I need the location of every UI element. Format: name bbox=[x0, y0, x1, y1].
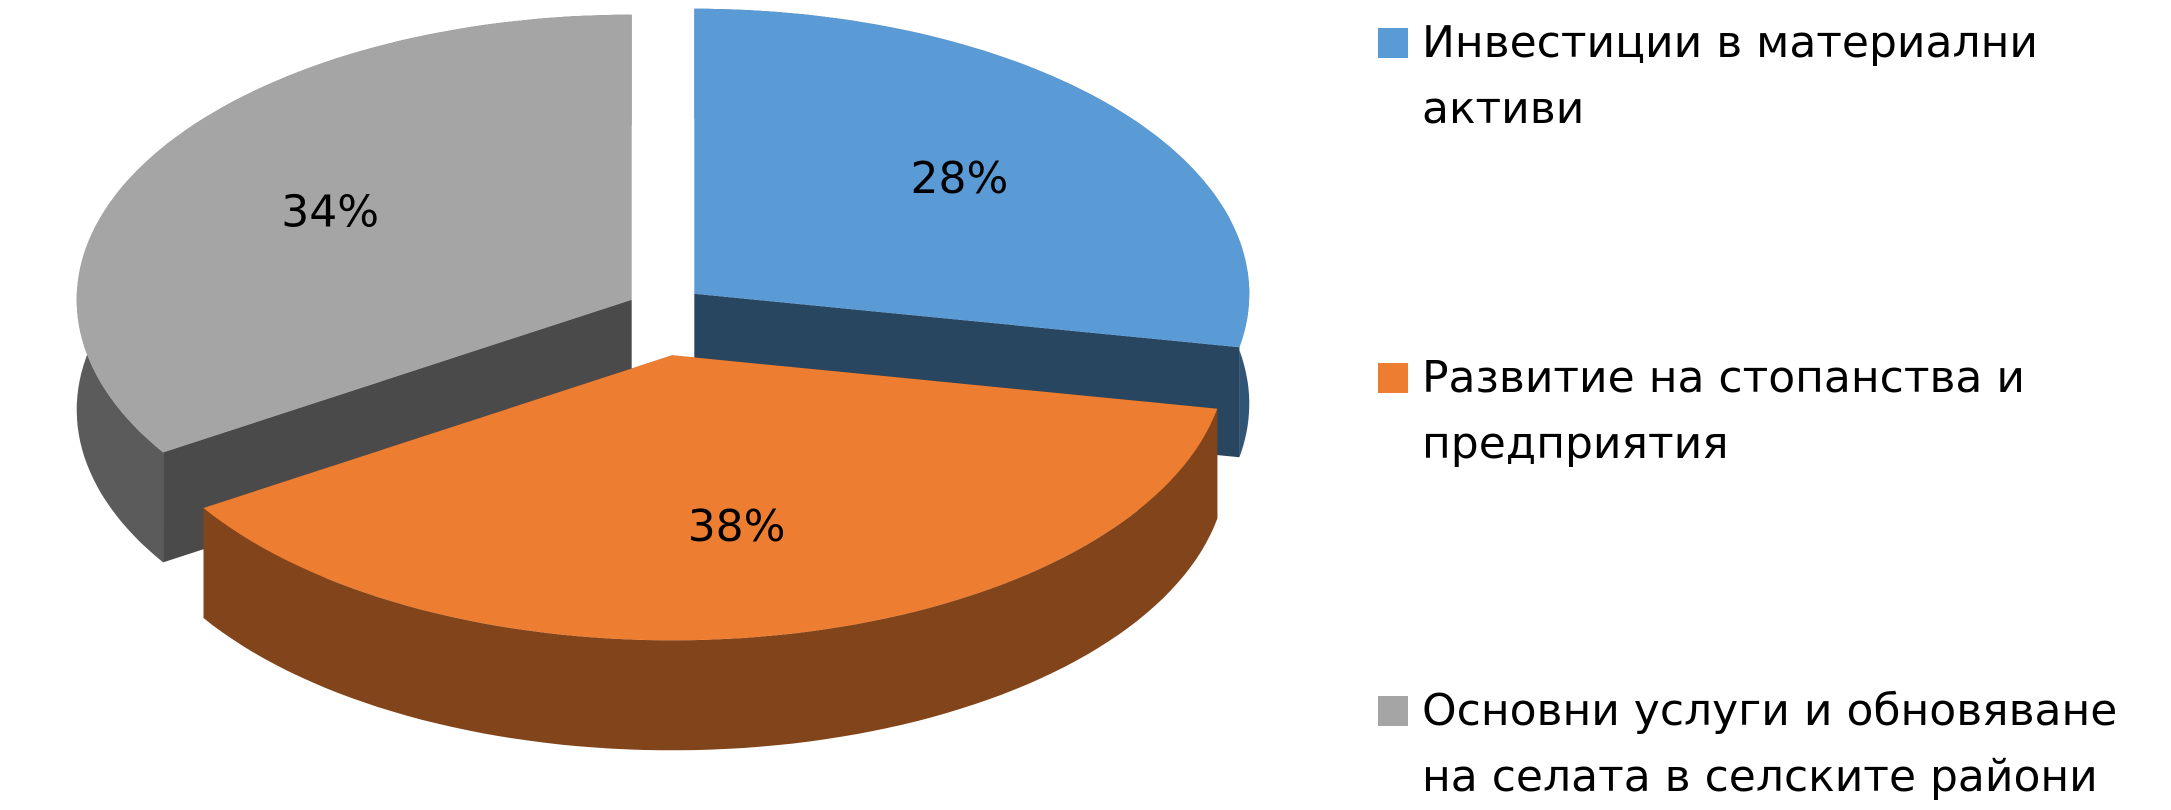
legend-label: Инвестиции в материални активи bbox=[1422, 17, 2038, 134]
data-label: 38% bbox=[688, 501, 786, 552]
slice-wall bbox=[203, 408, 1218, 751]
legend-item: Инвестиции в материални активи bbox=[1378, 10, 2168, 142]
slice bbox=[76, 14, 632, 453]
legend-label: Развитие на стопанства и предприятия bbox=[1422, 352, 2025, 469]
data-label: 28% bbox=[911, 153, 1009, 204]
legend-swatch bbox=[1378, 696, 1408, 726]
legend-swatch bbox=[1378, 28, 1408, 58]
legend-label: Основни услуги и обновяване на селата в … bbox=[1422, 685, 2118, 802]
legend-swatch bbox=[1378, 363, 1408, 393]
slice bbox=[694, 8, 1250, 348]
slice bbox=[203, 355, 1218, 641]
data-label: 34% bbox=[281, 187, 379, 238]
chart: 28% 34% 38% bbox=[76, 8, 1250, 751]
legend-item: Основни услуги и обновяване на селата в … bbox=[1378, 678, 2168, 810]
legend-item: Развитие на стопанства и предприятия bbox=[1378, 345, 2168, 477]
